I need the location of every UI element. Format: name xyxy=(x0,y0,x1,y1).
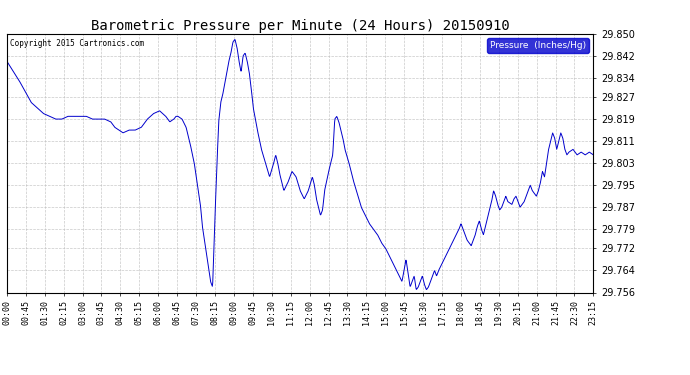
Text: Copyright 2015 Cartronics.com: Copyright 2015 Cartronics.com xyxy=(10,39,144,48)
Title: Barometric Pressure per Minute (24 Hours) 20150910: Barometric Pressure per Minute (24 Hours… xyxy=(91,19,509,33)
Legend: Pressure  (Inches/Hg): Pressure (Inches/Hg) xyxy=(487,38,589,53)
